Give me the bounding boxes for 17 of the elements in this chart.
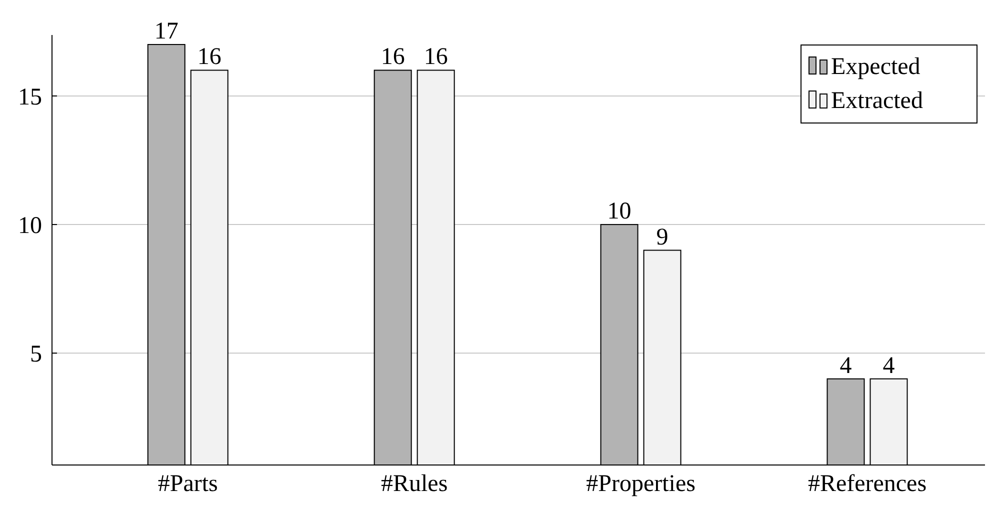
data-label: 4 (840, 352, 852, 379)
legend-label: Expected (831, 54, 920, 80)
x-tick-label: #Properties (586, 471, 696, 497)
data-label: 9 (656, 224, 668, 250)
data-label: 16 (197, 44, 222, 70)
data-label: 16 (380, 44, 405, 70)
y-tick-label: 5 (30, 342, 42, 368)
x-tick-label: #References (808, 471, 927, 497)
data-label: 16 (424, 44, 448, 70)
data-label: 17 (154, 18, 178, 45)
x-tick-label: #Rules (380, 471, 448, 497)
y-tick-label: 15 (18, 84, 42, 110)
x-tick-label: #Parts (158, 471, 218, 497)
legend-label: Extracted (831, 88, 923, 114)
data-label: 4 (882, 352, 895, 379)
y-tick-label: 10 (18, 212, 42, 239)
data-label: 10 (607, 198, 632, 225)
